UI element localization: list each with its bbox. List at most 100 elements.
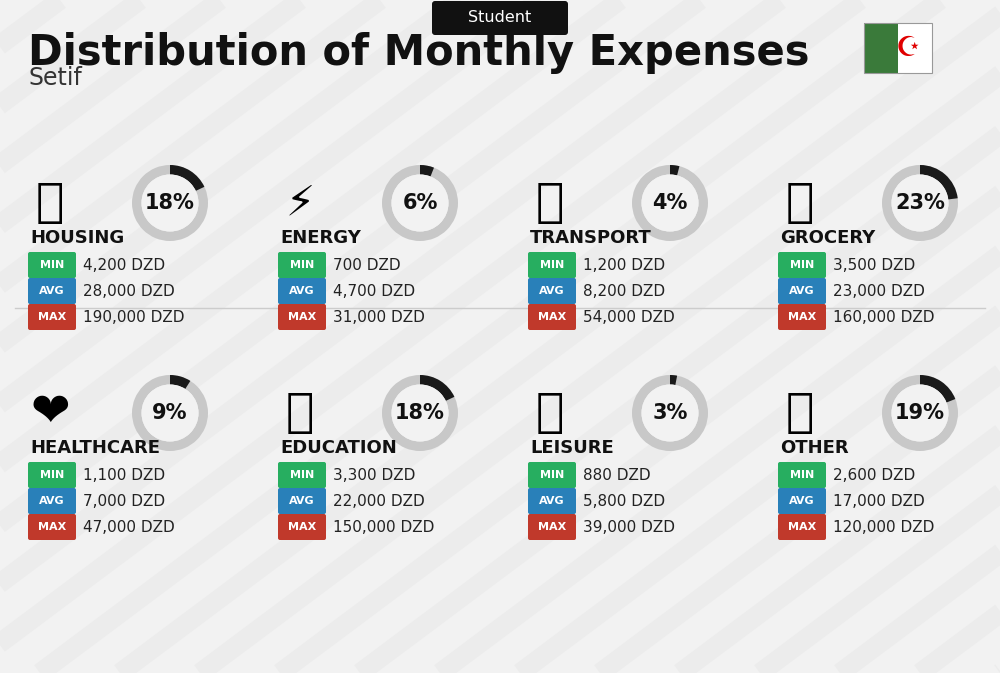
Text: 18%: 18%	[395, 403, 445, 423]
Text: LEISURE: LEISURE	[530, 439, 614, 457]
Text: MIN: MIN	[540, 470, 564, 480]
Text: AVG: AVG	[539, 496, 565, 506]
Text: 🏗: 🏗	[36, 180, 64, 225]
FancyBboxPatch shape	[528, 252, 576, 278]
Text: AVG: AVG	[789, 496, 815, 506]
Text: 8,200 DZD: 8,200 DZD	[583, 283, 665, 299]
Text: 🎓: 🎓	[286, 390, 314, 435]
Text: ENERGY: ENERGY	[280, 229, 361, 247]
Text: AVG: AVG	[289, 496, 315, 506]
Text: 3%: 3%	[652, 403, 688, 423]
Text: 1,100 DZD: 1,100 DZD	[83, 468, 165, 483]
FancyBboxPatch shape	[778, 462, 826, 488]
Text: 880 DZD: 880 DZD	[583, 468, 651, 483]
Text: 4%: 4%	[652, 193, 688, 213]
FancyBboxPatch shape	[778, 514, 826, 540]
Text: MIN: MIN	[40, 260, 64, 270]
Text: MAX: MAX	[38, 312, 66, 322]
Text: AVG: AVG	[289, 286, 315, 296]
Text: 6%: 6%	[402, 193, 438, 213]
FancyBboxPatch shape	[528, 462, 576, 488]
Text: 1,200 DZD: 1,200 DZD	[583, 258, 665, 273]
FancyBboxPatch shape	[278, 514, 326, 540]
Text: AVG: AVG	[39, 496, 65, 506]
FancyBboxPatch shape	[278, 278, 326, 304]
Text: MIN: MIN	[790, 470, 814, 480]
Text: HOUSING: HOUSING	[30, 229, 124, 247]
Text: EDUCATION: EDUCATION	[280, 439, 397, 457]
Text: Setif: Setif	[28, 66, 82, 90]
Text: 54,000 DZD: 54,000 DZD	[583, 310, 675, 324]
Text: 28,000 DZD: 28,000 DZD	[83, 283, 175, 299]
Text: MIN: MIN	[790, 260, 814, 270]
Wedge shape	[382, 165, 458, 241]
FancyBboxPatch shape	[528, 304, 576, 330]
Text: MIN: MIN	[290, 470, 314, 480]
Text: 39,000 DZD: 39,000 DZD	[583, 520, 675, 534]
Text: 4,200 DZD: 4,200 DZD	[83, 258, 165, 273]
Circle shape	[892, 384, 948, 441]
Text: MAX: MAX	[538, 522, 566, 532]
Wedge shape	[420, 165, 434, 176]
Text: 160,000 DZD: 160,000 DZD	[833, 310, 934, 324]
Wedge shape	[170, 165, 204, 191]
FancyBboxPatch shape	[898, 23, 932, 73]
Text: 150,000 DZD: 150,000 DZD	[333, 520, 434, 534]
FancyBboxPatch shape	[778, 304, 826, 330]
Wedge shape	[882, 375, 958, 451]
FancyBboxPatch shape	[28, 462, 76, 488]
Circle shape	[392, 174, 448, 232]
Text: AVG: AVG	[539, 286, 565, 296]
Text: 🚌: 🚌	[536, 180, 564, 225]
Wedge shape	[132, 165, 208, 241]
FancyBboxPatch shape	[432, 1, 568, 35]
Text: 👜: 👜	[786, 390, 814, 435]
Circle shape	[642, 384, 698, 441]
Wedge shape	[632, 165, 708, 241]
FancyBboxPatch shape	[778, 278, 826, 304]
Text: 🛒: 🛒	[786, 180, 814, 225]
Text: ⚡: ⚡	[285, 182, 315, 224]
Wedge shape	[882, 165, 958, 241]
Text: 120,000 DZD: 120,000 DZD	[833, 520, 934, 534]
Text: ☪: ☪	[896, 34, 921, 62]
Text: 5,800 DZD: 5,800 DZD	[583, 493, 665, 509]
Circle shape	[142, 384, 198, 441]
Text: MIN: MIN	[540, 260, 564, 270]
FancyBboxPatch shape	[778, 488, 826, 514]
FancyBboxPatch shape	[528, 488, 576, 514]
Text: 9%: 9%	[152, 403, 188, 423]
Wedge shape	[920, 375, 955, 402]
Text: 23%: 23%	[895, 193, 945, 213]
Text: AVG: AVG	[39, 286, 65, 296]
FancyBboxPatch shape	[28, 488, 76, 514]
FancyBboxPatch shape	[28, 514, 76, 540]
Wedge shape	[170, 375, 190, 389]
Text: AVG: AVG	[789, 286, 815, 296]
Wedge shape	[420, 375, 454, 401]
Text: Student: Student	[468, 11, 532, 26]
Wedge shape	[382, 375, 458, 451]
Text: MIN: MIN	[40, 470, 64, 480]
Text: TRANSPORT: TRANSPORT	[530, 229, 652, 247]
Text: 19%: 19%	[895, 403, 945, 423]
FancyBboxPatch shape	[28, 252, 76, 278]
FancyBboxPatch shape	[28, 304, 76, 330]
Text: 2,600 DZD: 2,600 DZD	[833, 468, 915, 483]
Text: 18%: 18%	[145, 193, 195, 213]
Text: 190,000 DZD: 190,000 DZD	[83, 310, 184, 324]
FancyBboxPatch shape	[278, 252, 326, 278]
Wedge shape	[670, 165, 679, 176]
Text: 3,500 DZD: 3,500 DZD	[833, 258, 915, 273]
Text: MAX: MAX	[788, 522, 816, 532]
FancyBboxPatch shape	[864, 23, 898, 73]
FancyBboxPatch shape	[528, 278, 576, 304]
Wedge shape	[920, 165, 958, 199]
FancyBboxPatch shape	[278, 488, 326, 514]
Text: Distribution of Monthly Expenses: Distribution of Monthly Expenses	[28, 32, 810, 74]
Text: 4,700 DZD: 4,700 DZD	[333, 283, 415, 299]
Text: 3,300 DZD: 3,300 DZD	[333, 468, 415, 483]
FancyBboxPatch shape	[778, 252, 826, 278]
Text: MAX: MAX	[288, 312, 316, 322]
Text: MAX: MAX	[288, 522, 316, 532]
